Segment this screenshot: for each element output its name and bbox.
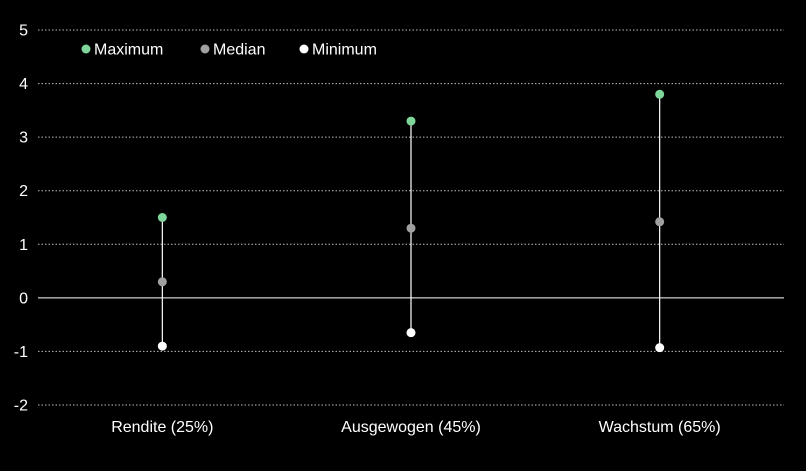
data-point-median <box>655 217 665 227</box>
data-point-minimum <box>406 328 416 338</box>
data-point-maximum <box>157 213 167 222</box>
x-category-label: Wachstum (65%) <box>599 419 721 436</box>
data-point-minimum <box>655 343 665 353</box>
range-lines <box>161 94 661 348</box>
y-tick-label: -2 <box>14 398 28 415</box>
x-category-label: Rendite (25%) <box>111 419 213 436</box>
x-axis: Rendite (25%) Ausgewogen (45%) Wachstum … <box>111 419 721 436</box>
legend-label-minimum: Minimum <box>312 42 377 59</box>
y-tick-label: 5 <box>19 23 28 40</box>
data-point-maximum <box>406 116 416 126</box>
legend-label-maximum: Maximum <box>94 42 163 59</box>
x-category-label: Ausgewogen (45%) <box>341 419 481 436</box>
legend: Maximum Median Minimum <box>81 42 377 59</box>
y-tick-label: 0 <box>19 290 28 307</box>
legend-swatch-median <box>200 44 210 54</box>
legend-swatch-maximum <box>81 44 91 54</box>
data-point-minimum <box>157 341 167 351</box>
data-point-median <box>157 277 167 287</box>
data-point-median <box>406 223 416 233</box>
y-tick-label: 3 <box>19 130 28 147</box>
y-axis: 5 4 3 2 1 0 -1 -2 <box>14 23 28 415</box>
y-tick-label: -1 <box>14 344 28 361</box>
legend-label-median: Median <box>213 42 265 59</box>
data-point-maximum <box>655 89 665 99</box>
data-points <box>157 89 665 353</box>
y-tick-label: 2 <box>19 183 28 200</box>
legend-swatch-minimum <box>299 44 309 54</box>
y-tick-label: 1 <box>19 237 28 254</box>
y-tick-label: 4 <box>19 76 28 93</box>
